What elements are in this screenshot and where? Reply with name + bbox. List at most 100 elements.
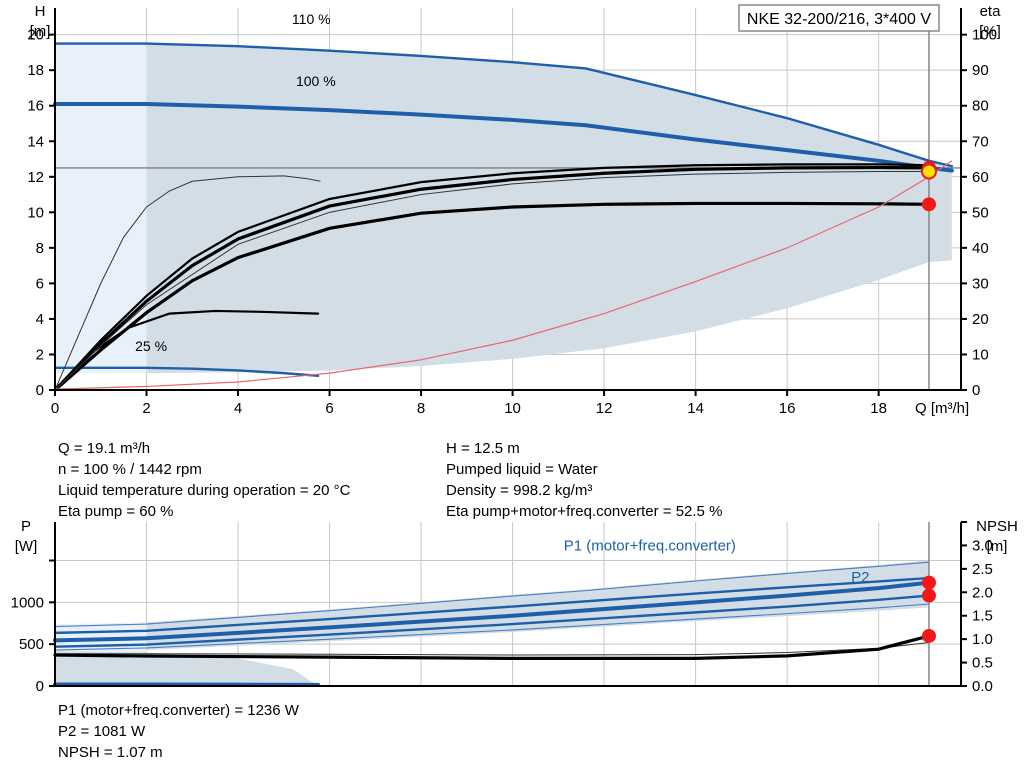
y-axis-unit: [m] xyxy=(30,23,51,40)
legend-title: NKE 32-200/216, 3*400 V xyxy=(747,11,931,28)
curve-eta-25- xyxy=(53,309,320,392)
y2-axis-tick-label: 30 xyxy=(972,275,989,292)
y2-axis-tick-label: 3.0 xyxy=(972,537,993,554)
curve-annotation: 25 % xyxy=(135,338,167,354)
info-right-line-1: Pumped liquid = Water xyxy=(446,461,598,478)
curve-eta-pump xyxy=(53,165,931,392)
power-band-lower xyxy=(55,651,319,686)
y2-axis-unit: [%] xyxy=(979,23,1001,40)
y2-axis-tick-label: 40 xyxy=(972,240,989,257)
info-block-left: Q = 19.1 m³/h n = 100 % / 1442 rpm Liqui… xyxy=(58,438,350,522)
info-right-line-0: H = 12.5 m xyxy=(446,440,520,457)
y-axis-tick-label: 14 xyxy=(27,133,44,150)
info-bottom-line-2: NPSH = 1.07 m xyxy=(58,744,163,761)
y-axis-title: H xyxy=(35,3,46,20)
y2-axis-tick-label: 80 xyxy=(972,98,989,115)
x-axis-tick-label: 10 xyxy=(504,400,521,417)
info-bottom-line-0: P1 (motor+freq.converter) = 1236 W xyxy=(58,702,299,719)
y2-axis-tick-label: 60 xyxy=(972,169,989,186)
head-eta-chart-svg: 0 2 4 6 8 10 12 14 16 18 0 2 4 6 8 10 12 14 16 18 20 0 10 20 30 4… xyxy=(27,3,1001,417)
top-chart-group: 0 2 4 6 8 10 12 14 16 18 0 2 4 6 8 10 12 14 16 18 20 0 10 20 30 4… xyxy=(27,3,1001,417)
y2-axis-tick-label: 2.0 xyxy=(972,584,993,601)
x-axis-tick-label: 0 xyxy=(51,400,59,417)
y2-axis-tick-label: 20 xyxy=(972,311,989,328)
y-axis-tick-label: 18 xyxy=(27,62,44,79)
y2-axis-tick-label: 0 xyxy=(972,382,980,399)
x-axis-tick-label: 18 xyxy=(870,400,887,417)
curve-eta-pump-motor-fc xyxy=(53,201,931,392)
operating-point-marker-p1[interactable] xyxy=(921,575,936,590)
y2-axis-tick-label: 90 xyxy=(972,62,989,79)
x-axis-tick-label: 4 xyxy=(234,400,242,417)
y2-axis-tick-label: 0.5 xyxy=(972,655,993,672)
performance-band-light xyxy=(55,43,147,374)
y-axis-title: P xyxy=(21,518,31,535)
pump-curve-chart-bottom: 0 500 1000 0.0 0.5 1.0 1.5 2.0 2.5 3.0 P [W] NPSH [m]… xyxy=(0,512,1024,702)
y2-axis-tick-label: 0.0 xyxy=(972,678,993,695)
x-axis-tick-label: 2 xyxy=(142,400,150,417)
y-axis-tick-label: 8 xyxy=(36,240,44,257)
y2-axis-tick-label: 100 xyxy=(972,27,997,44)
performance-band-main xyxy=(146,43,952,374)
curve-p1-duty xyxy=(53,580,931,643)
y2-axis-title: eta xyxy=(980,3,1002,20)
y2-axis-tick-label: 1.5 xyxy=(972,608,993,625)
x-axis-tick-label: 16 xyxy=(779,400,796,417)
info-block-right: H = 12.5 m Pumped liquid = Water Density… xyxy=(446,438,722,522)
y-axis-tick-label: 2 xyxy=(36,346,44,363)
x-axis-tick-label: 12 xyxy=(596,400,613,417)
y2-axis-tick-label: 70 xyxy=(972,133,989,150)
operating-point-marker-p2[interactable] xyxy=(921,588,936,603)
y-axis-tick-label: 10 xyxy=(27,204,44,221)
y-axis-tick-label: 12 xyxy=(27,169,44,186)
y-axis-tick-label: 6 xyxy=(36,275,44,292)
y2-axis-tick-label: 1.0 xyxy=(972,631,993,648)
power-npsh-chart-svg: 0 500 1000 0.0 0.5 1.0 1.5 2.0 2.5 3.0 P [W] NPSH [m]… xyxy=(11,518,1018,695)
curve-eta-thin-lower xyxy=(54,170,929,391)
curve-h-25- xyxy=(53,366,320,377)
info-block-bottom: P1 (motor+freq.converter) = 1236 W P2 = … xyxy=(58,700,299,763)
y2-axis-tick-label: 50 xyxy=(972,204,989,221)
info-right-line-2: Density = 998.2 kg/m³ xyxy=(446,482,593,499)
curve-p1-110- xyxy=(54,561,930,628)
curve-npsh-duty xyxy=(53,634,931,660)
curve-annotation: P1 (motor+freq.converter) xyxy=(564,537,736,554)
legend-box xyxy=(738,4,940,32)
curve-p2-duty xyxy=(53,594,931,648)
x-axis-tick-label: 6 xyxy=(325,400,333,417)
curve-npsh-red xyxy=(54,160,953,390)
operating-point-marker-eta[interactable] xyxy=(920,163,937,180)
curve-p2-lower xyxy=(54,603,930,651)
curve-annotation: 110 % xyxy=(292,11,331,27)
curve-h-100-duty- xyxy=(53,101,954,173)
info-bottom-line-1: P2 = 1081 W xyxy=(58,723,146,740)
y-axis-unit: [W] xyxy=(15,538,38,555)
operating-point-marker-npsh[interactable] xyxy=(921,628,936,643)
x-axis-title: Q [m³/h] xyxy=(915,400,969,417)
pump-curve-chart-top: 0 2 4 6 8 10 12 14 16 18 0 2 4 6 8 10 12 14 16 18 20 0 10 20 30 4… xyxy=(27,3,1001,417)
y-axis-tick-label: 0 xyxy=(36,678,44,695)
curve-eta-thin-upper xyxy=(54,175,321,391)
curve-annotation: 100 % xyxy=(296,73,336,89)
y2-axis-tick-label: 10 xyxy=(972,346,989,363)
curve-annotation: P2 xyxy=(851,569,869,586)
y2-axis-tick-label: 2.5 xyxy=(972,561,993,578)
x-axis-tick-label: 8 xyxy=(417,400,425,417)
y-axis-tick-label: 500 xyxy=(19,636,44,653)
y-axis-tick-label: 4 xyxy=(36,311,44,328)
y-axis-tick-label: 16 xyxy=(27,98,44,115)
curve-p1-100- xyxy=(53,576,931,635)
operating-point-marker-eta-total[interactable] xyxy=(921,197,936,212)
curve-h-110- xyxy=(53,42,954,168)
y-axis-tick-label: 20 xyxy=(27,27,44,44)
y-axis-tick-label: 1000 xyxy=(11,594,44,611)
bottom-chart-group: 0 500 1000 0.0 0.5 1.0 1.5 2.0 2.5 3.0 P [W] NPSH [m]… xyxy=(11,518,1018,695)
y2-axis-title: NPSH xyxy=(976,518,1018,535)
curve-eta-band-upper xyxy=(53,163,931,392)
info-left-line-3: Eta pump = 60 % xyxy=(58,503,174,520)
y-axis-tick-label: 0 xyxy=(36,382,44,399)
info-left-line-1: n = 100 % / 1442 rpm xyxy=(58,461,202,478)
x-axis-tick-label: 14 xyxy=(687,400,704,417)
info-left-line-0: Q = 19.1 m³/h xyxy=(58,440,151,457)
info-right-line-3: Eta pump+motor+freq.converter = 52.5 % xyxy=(446,503,723,520)
